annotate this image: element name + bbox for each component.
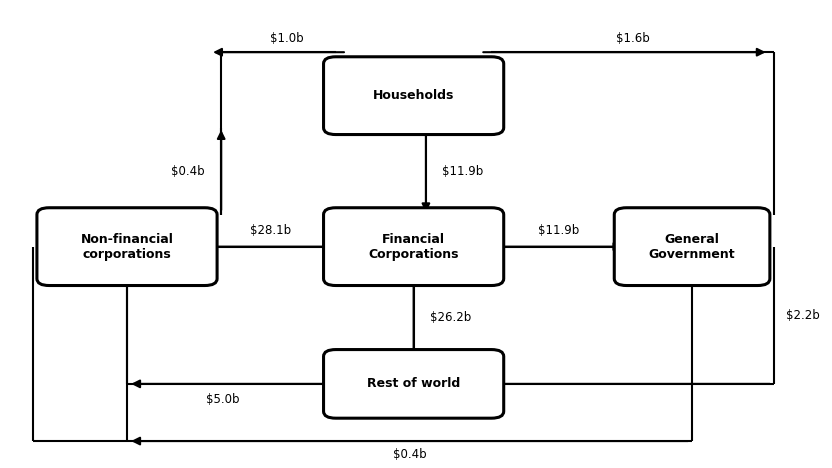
FancyBboxPatch shape [324,350,503,418]
Text: Non-financial
corporations: Non-financial corporations [81,233,173,261]
FancyBboxPatch shape [324,57,503,134]
Text: General
Government: General Government [649,233,735,261]
Text: $1.6b: $1.6b [616,32,650,45]
FancyBboxPatch shape [324,208,503,285]
Text: Rest of world: Rest of world [367,377,460,390]
Text: $1.0b: $1.0b [270,32,304,45]
Text: $26.2b: $26.2b [430,311,471,324]
Text: $11.9b: $11.9b [443,165,483,178]
Text: $2.2b: $2.2b [786,309,820,322]
Text: Financial
Corporations: Financial Corporations [369,233,459,261]
Text: $11.9b: $11.9b [538,225,580,237]
FancyBboxPatch shape [37,208,217,285]
Text: $28.1b: $28.1b [250,225,291,237]
Text: $5.0b: $5.0b [206,393,240,406]
FancyBboxPatch shape [614,208,770,285]
Text: $0.4b: $0.4b [393,448,426,461]
Text: $0.4b: $0.4b [171,165,205,178]
Text: Households: Households [373,89,454,102]
